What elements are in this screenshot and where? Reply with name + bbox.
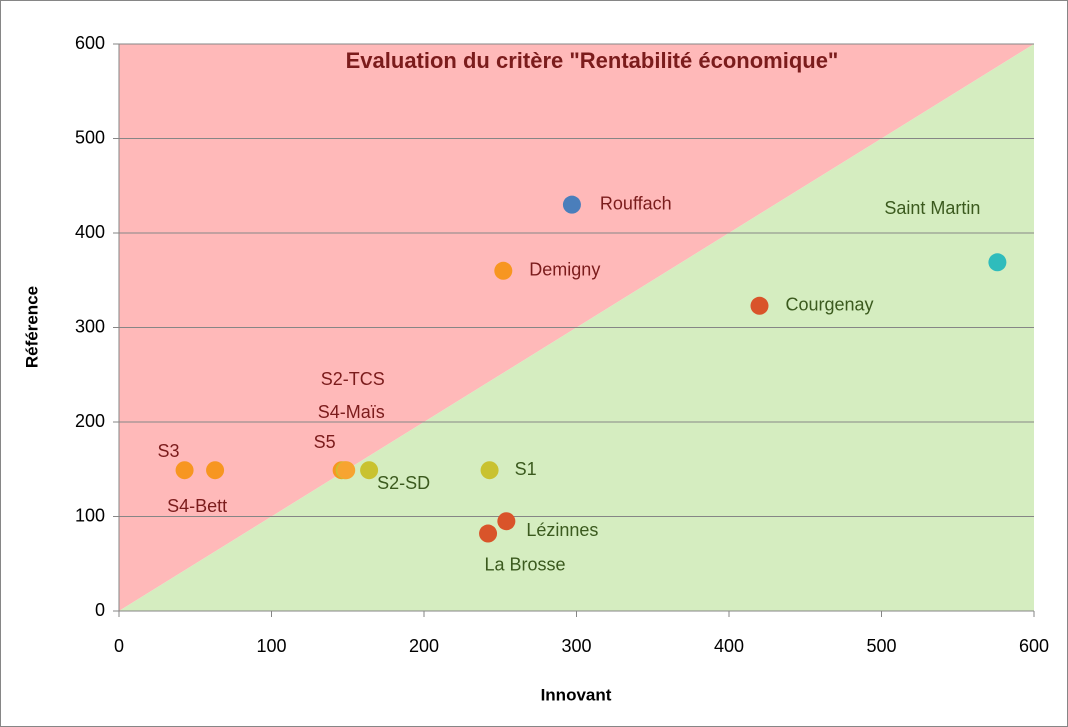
x-tick-label: 600	[1019, 636, 1049, 656]
point-label: S1	[515, 459, 537, 479]
point-label: Courgenay	[786, 295, 874, 315]
y-tick-label: 0	[95, 600, 105, 620]
point-label: S4-Bett	[167, 496, 227, 516]
x-axis-title: Innovant	[541, 685, 612, 704]
point	[479, 524, 498, 543]
y-tick-label: 500	[75, 127, 105, 147]
y-tick-label: 400	[75, 222, 105, 242]
x-tick-label: 0	[114, 636, 124, 656]
y-axis-title: Référence	[22, 286, 41, 368]
point	[988, 253, 1007, 272]
point-label: S4-Maïs	[318, 402, 385, 422]
point	[750, 296, 769, 315]
point-label: S5	[314, 432, 336, 452]
point	[480, 461, 499, 480]
x-tick-label: 400	[714, 636, 744, 656]
point-label: S2-TCS	[321, 369, 385, 389]
y-tick-label: 100	[75, 505, 105, 525]
point-label: Demigny	[529, 260, 600, 280]
point	[175, 461, 194, 480]
point-label: Rouffach	[600, 193, 672, 213]
point-label: S2-SD	[377, 473, 430, 493]
y-tick-label: 300	[75, 316, 105, 336]
point	[206, 461, 225, 480]
x-tick-label: 300	[561, 636, 591, 656]
point	[497, 512, 516, 531]
point	[494, 261, 513, 280]
point	[337, 461, 356, 480]
x-tick-label: 100	[256, 636, 286, 656]
point-label: Saint Martin	[884, 198, 980, 218]
point-label: Lézinnes	[526, 520, 598, 540]
point-label: S3	[158, 441, 180, 461]
y-tick-label: 200	[75, 411, 105, 431]
x-tick-label: 200	[409, 636, 439, 656]
point	[360, 461, 379, 480]
y-tick-label: 600	[75, 33, 105, 53]
chart-title: Evaluation du critère "Rentabilité écono…	[346, 48, 839, 73]
x-tick-label: 500	[866, 636, 896, 656]
point	[562, 195, 581, 214]
point-label: La Brosse	[485, 554, 566, 574]
